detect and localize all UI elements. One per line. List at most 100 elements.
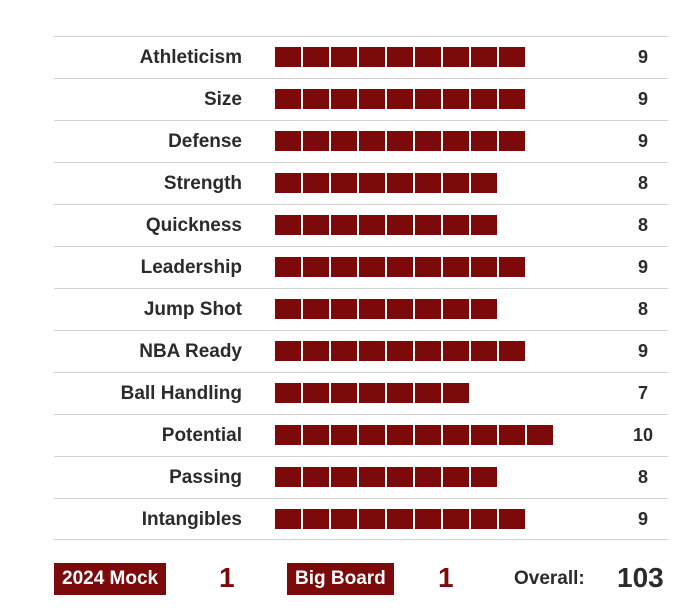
rating-row: Passing 8 bbox=[54, 456, 668, 498]
rating-segment bbox=[471, 509, 497, 529]
rating-segment bbox=[499, 341, 525, 361]
rating-segment bbox=[331, 173, 357, 193]
rating-segment bbox=[359, 425, 385, 445]
rating-segment bbox=[471, 299, 497, 319]
rating-segment bbox=[387, 173, 413, 193]
rating-segment bbox=[443, 425, 469, 445]
rating-segment bbox=[303, 215, 329, 235]
big-board-badge: Big Board bbox=[287, 563, 394, 595]
rating-segment bbox=[471, 47, 497, 67]
rating-segment bbox=[275, 215, 301, 235]
rating-segment bbox=[415, 47, 441, 67]
rating-value: 9 bbox=[637, 131, 648, 151]
rating-segment bbox=[471, 131, 497, 151]
rating-segment bbox=[303, 467, 329, 487]
rating-segment bbox=[331, 257, 357, 277]
rating-segment bbox=[471, 89, 497, 109]
rating-segment bbox=[359, 467, 385, 487]
rating-segment bbox=[303, 341, 329, 361]
rating-segment bbox=[415, 215, 441, 235]
rating-label: Quickness bbox=[145, 215, 242, 236]
rating-segment bbox=[359, 215, 385, 235]
rating-segment bbox=[415, 299, 441, 319]
rating-segment bbox=[359, 299, 385, 319]
rating-segment bbox=[415, 509, 441, 529]
rating-segment bbox=[359, 173, 385, 193]
rating-segment bbox=[303, 257, 329, 277]
rating-segment bbox=[331, 467, 357, 487]
rating-value: 9 bbox=[637, 47, 648, 67]
rating-bar bbox=[275, 89, 525, 109]
rating-label: Passing bbox=[169, 467, 242, 488]
rating-label: Leadership bbox=[140, 257, 242, 278]
overall-label: Overall: bbox=[514, 568, 585, 589]
rating-bar bbox=[275, 509, 525, 529]
rating-bar bbox=[275, 131, 525, 151]
rating-segment bbox=[471, 173, 497, 193]
rating-segment bbox=[303, 299, 329, 319]
rankings-footer: 2024 Mock 1 Big Board 1 Overall: 103 bbox=[54, 560, 674, 598]
rating-value: 10 bbox=[632, 425, 654, 445]
rating-segment bbox=[331, 299, 357, 319]
rating-segment bbox=[387, 425, 413, 445]
rating-segment bbox=[415, 425, 441, 445]
rating-label: Intangibles bbox=[141, 509, 242, 530]
rating-segment bbox=[443, 89, 469, 109]
rating-segment bbox=[275, 341, 301, 361]
rating-row: Quickness 8 bbox=[54, 204, 668, 246]
rating-segment bbox=[387, 131, 413, 151]
rating-segment bbox=[443, 215, 469, 235]
rating-segment bbox=[275, 383, 301, 403]
rating-segment bbox=[359, 509, 385, 529]
rating-row: Jump Shot 8 bbox=[54, 288, 668, 330]
rating-bar bbox=[275, 467, 497, 487]
rating-segment bbox=[415, 131, 441, 151]
rating-segment bbox=[359, 89, 385, 109]
rating-segment bbox=[387, 341, 413, 361]
rating-segment bbox=[387, 89, 413, 109]
rating-label: NBA Ready bbox=[139, 341, 242, 362]
rating-segment bbox=[331, 425, 357, 445]
rating-segment bbox=[359, 383, 385, 403]
rating-segment bbox=[443, 131, 469, 151]
rating-segment bbox=[387, 467, 413, 487]
rating-row: Defense 9 bbox=[54, 120, 668, 162]
rating-segment bbox=[471, 425, 497, 445]
rating-segment bbox=[387, 215, 413, 235]
rating-segment bbox=[387, 299, 413, 319]
rating-value: 9 bbox=[637, 89, 648, 109]
rating-segment bbox=[471, 341, 497, 361]
rating-value: 9 bbox=[637, 341, 648, 361]
rating-bar bbox=[275, 215, 497, 235]
rating-row: Leadership 9 bbox=[54, 246, 668, 288]
rating-segment bbox=[303, 383, 329, 403]
rating-segment bbox=[471, 257, 497, 277]
rating-segment bbox=[387, 257, 413, 277]
rating-value: 8 bbox=[637, 467, 648, 487]
rating-segment bbox=[275, 425, 301, 445]
rating-bar bbox=[275, 383, 469, 403]
rating-segment bbox=[275, 509, 301, 529]
mock-draft-badge: 2024 Mock bbox=[54, 563, 167, 595]
rating-segment bbox=[499, 425, 525, 445]
rating-segment bbox=[415, 89, 441, 109]
rating-segment bbox=[275, 257, 301, 277]
rating-segment bbox=[443, 467, 469, 487]
rating-label: Size bbox=[203, 89, 242, 110]
rating-row: Intangibles 9 bbox=[54, 498, 668, 540]
rating-segment bbox=[275, 173, 301, 193]
rating-segment bbox=[331, 341, 357, 361]
rating-segment bbox=[303, 131, 329, 151]
rating-bar bbox=[275, 299, 497, 319]
rating-segment bbox=[415, 173, 441, 193]
rating-value: 9 bbox=[637, 509, 648, 529]
rating-segment bbox=[387, 509, 413, 529]
ratings-table: Athleticism 9 Size 9 Defense 9 Strength … bbox=[54, 36, 668, 540]
rating-segment bbox=[303, 173, 329, 193]
rating-row: Athleticism 9 bbox=[54, 36, 668, 78]
rating-segment bbox=[359, 257, 385, 277]
overall-score: 103 bbox=[617, 562, 664, 593]
rating-bar bbox=[275, 173, 497, 193]
rating-row: NBA Ready 9 bbox=[54, 330, 668, 372]
rating-segment bbox=[303, 47, 329, 67]
